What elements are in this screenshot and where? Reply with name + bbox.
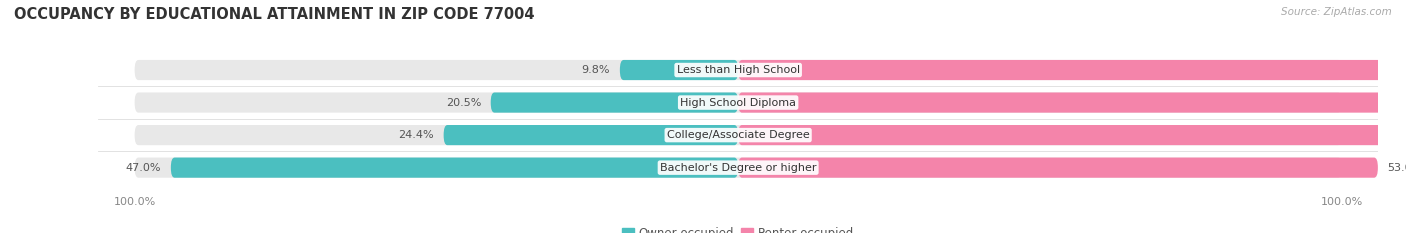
FancyBboxPatch shape <box>135 158 1341 178</box>
Text: 20.5%: 20.5% <box>446 98 481 108</box>
FancyBboxPatch shape <box>135 125 1341 145</box>
Text: OCCUPANCY BY EDUCATIONAL ATTAINMENT IN ZIP CODE 77004: OCCUPANCY BY EDUCATIONAL ATTAINMENT IN Z… <box>14 7 534 22</box>
Text: 53.0%: 53.0% <box>1388 163 1406 173</box>
Text: Less than High School: Less than High School <box>676 65 800 75</box>
Text: 47.0%: 47.0% <box>125 163 162 173</box>
FancyBboxPatch shape <box>738 125 1406 145</box>
Text: 9.8%: 9.8% <box>582 65 610 75</box>
FancyBboxPatch shape <box>172 158 738 178</box>
FancyBboxPatch shape <box>738 158 1378 178</box>
FancyBboxPatch shape <box>444 125 738 145</box>
Text: High School Diploma: High School Diploma <box>681 98 796 108</box>
Text: College/Associate Degree: College/Associate Degree <box>666 130 810 140</box>
FancyBboxPatch shape <box>738 93 1406 113</box>
Text: Bachelor's Degree or higher: Bachelor's Degree or higher <box>659 163 817 173</box>
FancyBboxPatch shape <box>491 93 738 113</box>
FancyBboxPatch shape <box>135 93 1341 113</box>
Legend: Owner-occupied, Renter-occupied: Owner-occupied, Renter-occupied <box>623 227 853 233</box>
Text: Source: ZipAtlas.com: Source: ZipAtlas.com <box>1281 7 1392 17</box>
Text: 24.4%: 24.4% <box>398 130 434 140</box>
FancyBboxPatch shape <box>620 60 738 80</box>
FancyBboxPatch shape <box>738 60 1406 80</box>
FancyBboxPatch shape <box>135 60 1341 80</box>
